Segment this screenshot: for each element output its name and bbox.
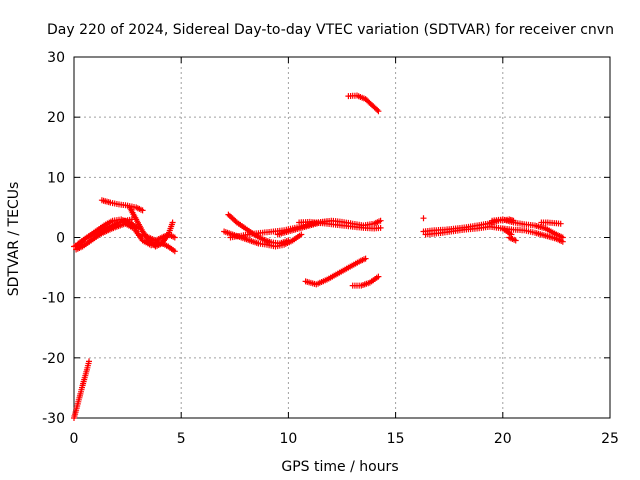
x-tick-label: 10 <box>279 431 297 447</box>
data-series-s20 <box>499 225 566 245</box>
data-series-s13 <box>345 92 382 115</box>
y-tick-label: -10 <box>42 291 65 307</box>
x-tick-label: 20 <box>494 431 512 447</box>
data-series-s21 <box>506 234 519 244</box>
y-tick-label: 10 <box>47 170 65 186</box>
y-axis-label: SDTVAR / TECUs <box>6 182 22 297</box>
grid <box>74 57 610 418</box>
data-point-markers <box>538 219 564 227</box>
data-series-s7 <box>139 231 178 244</box>
data-point-markers <box>139 231 178 244</box>
data-series-s12 <box>296 218 384 232</box>
x-axis-label: GPS time / hours <box>281 459 398 475</box>
data-point-markers <box>296 218 384 232</box>
data-series-s5 <box>98 197 146 214</box>
data-point-markers <box>302 255 369 288</box>
data-series-s1 <box>71 358 92 421</box>
data-point-markers <box>420 215 427 222</box>
data-series <box>71 92 566 421</box>
chart-title: Day 220 of 2024, Sidereal Day-to-day VTE… <box>47 22 614 38</box>
data-series-s22 <box>538 219 564 227</box>
data-point-markers <box>71 358 92 421</box>
x-tick-label: 15 <box>387 431 405 447</box>
y-tick-label: -30 <box>42 411 65 427</box>
y-tick-label: 20 <box>47 110 65 126</box>
x-tick-label: 5 <box>177 431 186 447</box>
data-series-s14 <box>302 255 369 288</box>
data-point-markers <box>98 197 146 214</box>
y-tick-label: 0 <box>56 231 65 247</box>
axis-ticks: 0 5 10 15 20 25 -30 -20 -10 0 10 20 30 <box>42 50 619 447</box>
data-point-markers <box>489 216 566 241</box>
x-tick-label: 0 <box>70 431 79 447</box>
data-point-markers <box>506 234 519 244</box>
data-point-markers <box>345 92 382 115</box>
data-series-s19 <box>489 216 566 241</box>
data-series-s15 <box>349 273 382 289</box>
data-series-s4 <box>75 216 142 247</box>
y-tick-label: 30 <box>47 50 65 66</box>
data-series-s18 <box>420 215 427 222</box>
data-point-markers <box>75 216 142 247</box>
data-point-markers <box>349 273 382 289</box>
y-tick-label: -20 <box>42 351 65 367</box>
data-point-markers <box>499 225 566 245</box>
x-tick-label: 25 <box>601 431 619 447</box>
